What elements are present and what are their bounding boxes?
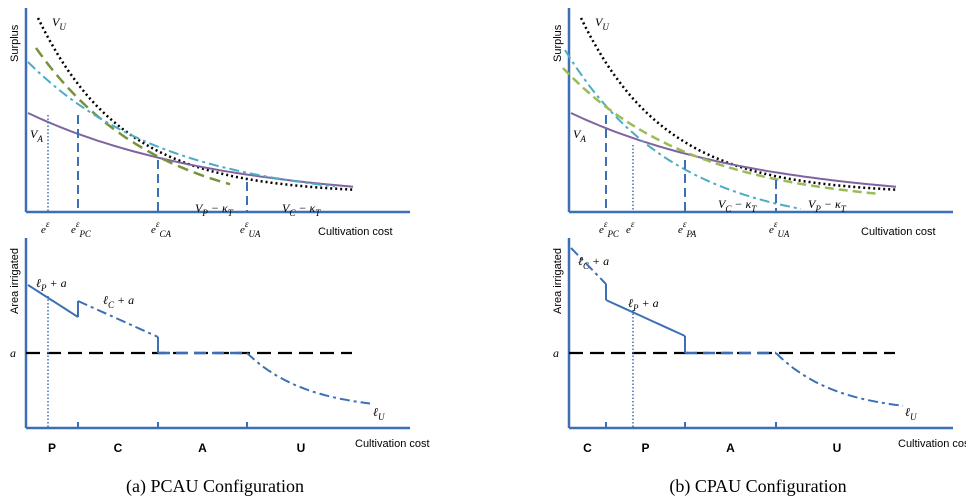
surplus-x-label: Cultivation cost: [861, 226, 936, 238]
area-y-label: Area irrigated: [552, 248, 564, 314]
region-label-c: C: [583, 441, 592, 455]
label-area-first: ℓP + a: [36, 276, 67, 293]
area-second-segment: [605, 299, 686, 337]
panel-caption: (a) PCAU Configuration: [126, 476, 304, 497]
panel-b: Surplus Cultivation cost eεPC eε eεPA eεUA VU V…: [552, 8, 966, 497]
label-v-a: VA: [30, 127, 43, 144]
surplus-y-label: Surplus: [9, 24, 21, 62]
tick-label-4: eεUA: [240, 219, 261, 239]
label-right-curve: VC − κT: [282, 201, 321, 218]
surplus-x-label: Cultivation cost: [318, 226, 393, 238]
tick-label-1: eεPC: [599, 219, 620, 239]
curve-right: [562, 67, 879, 196]
label-v-u: VU: [52, 15, 66, 32]
area-x-label: Cultivation cost: [898, 438, 966, 450]
a-label: a: [553, 346, 559, 360]
label-left-curve: VC − κT: [718, 197, 757, 214]
label-area-u: ℓU: [373, 405, 385, 422]
area-second-segment: [77, 300, 159, 338]
region-label-p: P: [48, 441, 56, 455]
curve-v-a: [570, 112, 897, 188]
label-v-a: VA: [573, 127, 586, 144]
region-label-c: C: [114, 441, 123, 455]
area-x-label: Cultivation cost: [355, 438, 430, 450]
label-v-u: VU: [595, 15, 609, 32]
surplus-y-label: Surplus: [552, 24, 564, 62]
tick-label-1: eε: [41, 219, 50, 236]
curve-right: [27, 61, 336, 188]
curve-left: [34, 47, 231, 186]
panel-caption: (b) CPAU Configuration: [669, 476, 846, 497]
region-label-u: U: [833, 441, 842, 455]
tick-label-4: eεUA: [769, 219, 790, 239]
label-area-second: ℓP + a: [628, 296, 659, 313]
curve-v-u: [579, 17, 899, 192]
label-right-curve: VP − κT: [808, 197, 847, 214]
label-area-second: ℓC + a: [103, 293, 134, 310]
curve-v-a: [27, 112, 354, 188]
label-area-u: ℓU: [905, 405, 917, 422]
area-first-segment: [27, 284, 79, 318]
curve-left: [564, 49, 802, 210]
label-left-curve: VP − κT: [195, 201, 234, 218]
panel-a: Surplus Cultivation cost eε eεPC eεCA eεUA VU V…: [9, 8, 430, 497]
area-y-label: Area irrigated: [9, 248, 21, 314]
tick-label-2: eεPC: [71, 219, 92, 239]
area-u-curve: [246, 352, 371, 405]
region-label-u: U: [297, 441, 306, 455]
region-label-a: A: [198, 441, 207, 455]
a-label: a: [10, 346, 16, 360]
tick-label-2: eε: [626, 219, 635, 236]
region-label-p: P: [641, 441, 649, 455]
curve-v-u: [36, 17, 356, 192]
tick-label-3: eεCA: [151, 219, 171, 239]
label-area-first: ℓC + a: [578, 254, 609, 271]
area-u-curve: [775, 352, 904, 407]
region-label-a: A: [726, 441, 735, 455]
area-first-segment: [570, 247, 607, 285]
tick-label-3: eεPA: [678, 219, 697, 239]
